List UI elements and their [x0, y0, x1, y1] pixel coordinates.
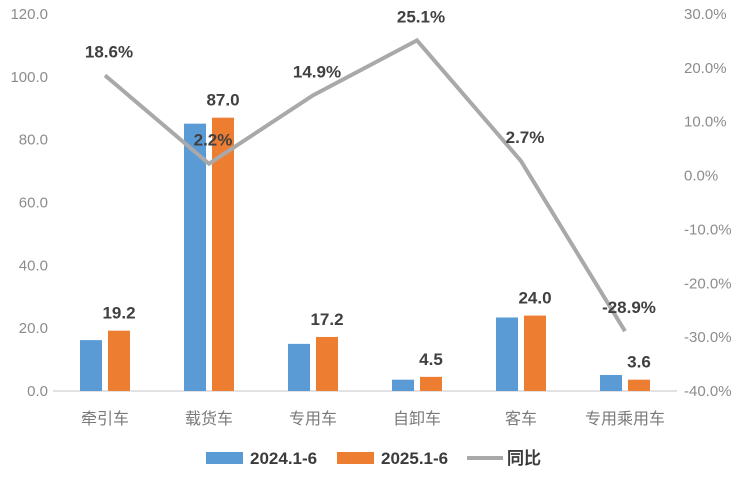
legend-swatch-2025: [337, 452, 374, 464]
yoy-line: [103, 37, 627, 333]
legend-label-2025: 2025.1-6: [381, 449, 448, 468]
left-axis-tick: 120.0: [10, 6, 48, 23]
category-label: 专用车: [289, 410, 337, 428]
bar-value-label: 4.5: [419, 350, 443, 369]
right-axis-tick: 30.0%: [684, 6, 727, 23]
bar-series1-cat4: [392, 379, 414, 391]
bar-series2-cat2: [212, 117, 234, 392]
line-value-label: 14.9%: [293, 62, 341, 81]
left-axis-tick: 80.0: [19, 132, 48, 149]
bar-value-label: 24.0: [518, 289, 551, 308]
bar-value-label: 17.2: [310, 310, 343, 329]
bar-series1-cat3: [288, 343, 310, 391]
legend-label-yoy: 同比: [507, 448, 541, 468]
line-value-label: 2.7%: [506, 128, 545, 147]
right-axis-tick: -30.0%: [684, 329, 732, 346]
left-axis-tick: 0.0: [27, 383, 48, 400]
line-value-label: 25.1%: [397, 7, 445, 26]
left-axis-tick: 40.0: [19, 257, 48, 274]
legend-swatch-2024: [206, 452, 243, 464]
left-axis-tick: 20.0: [19, 320, 48, 337]
line-value-label: 18.6%: [85, 42, 133, 61]
left-axis-tick: 100.0: [10, 69, 48, 86]
bar-series1-cat2: [184, 123, 206, 391]
bar-series1-cat1: [80, 340, 102, 391]
right-axis-tick: -40.0%: [684, 383, 732, 400]
bar-series2-cat3: [316, 336, 338, 391]
bar-value-label: 87.0: [206, 91, 239, 110]
category-label: 牵引车: [81, 410, 129, 428]
bar-series2-cat1: [108, 330, 130, 391]
right-axis-tick: 20.0%: [684, 60, 727, 77]
right-axis-tick: -10.0%: [684, 221, 732, 238]
bar-series1-cat6: [600, 374, 622, 391]
category-label: 自卸车: [393, 410, 441, 428]
right-axis-tick: 10.0%: [684, 114, 727, 131]
bar-value-label: 19.2: [102, 304, 135, 323]
category-label: 专用乘用车: [585, 410, 665, 428]
right-axis-tick: 0.0%: [684, 168, 718, 185]
line-value-label: 2.2%: [194, 131, 233, 150]
category-label: 载货车: [185, 410, 233, 428]
legend-label-2024: 2024.1-6: [250, 449, 317, 468]
category-label: 客车: [505, 410, 537, 428]
bar-series2-cat4: [420, 376, 442, 391]
right-axis-tick: -20.0%: [684, 275, 732, 292]
line-value-label: -28.9%: [602, 298, 656, 317]
bar-series1-cat5: [496, 317, 518, 391]
bar-series2-cat6: [628, 379, 650, 391]
bar-series2-cat5: [524, 315, 546, 391]
bar-value-label: 3.6: [627, 353, 651, 372]
left-axis-tick: 60.0: [19, 195, 48, 212]
